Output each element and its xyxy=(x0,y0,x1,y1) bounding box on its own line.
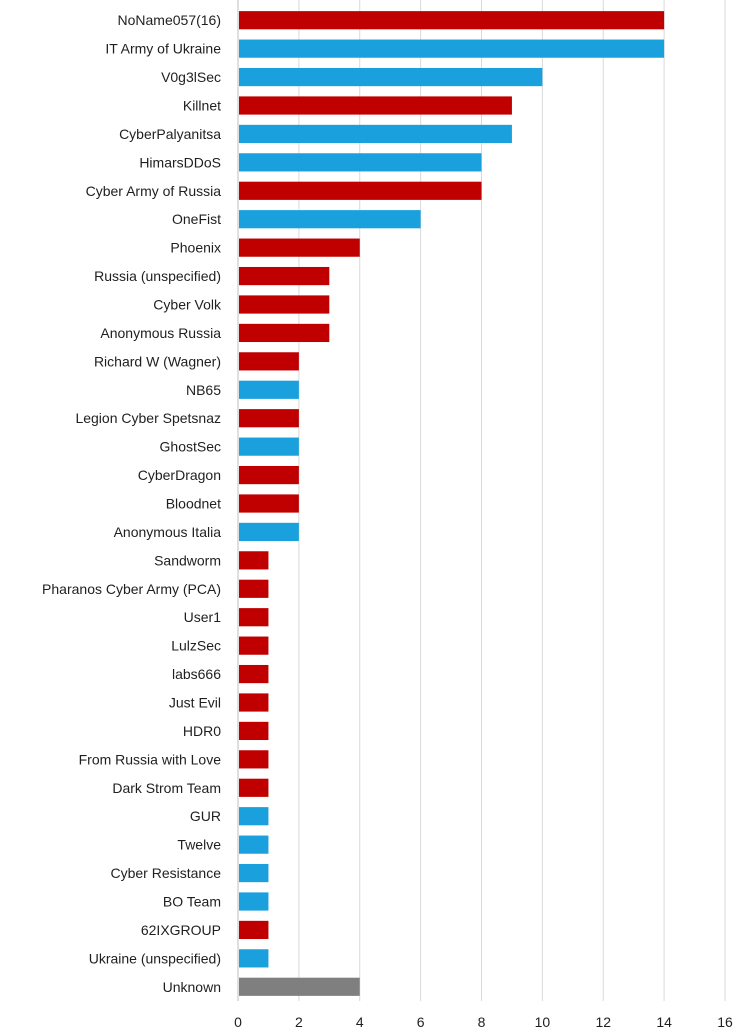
bar-bloodnet xyxy=(239,494,299,513)
category-label-labs666: labs666 xyxy=(172,666,221,682)
category-label-russia-unspecified: Russia (unspecified) xyxy=(94,268,221,284)
x-tick-label-4: 4 xyxy=(356,1014,364,1030)
category-label-legion-cyber-spetsnaz: Legion Cyber Spetsnaz xyxy=(75,410,221,426)
bar-cyber-army-of-russia xyxy=(239,181,482,200)
bar-russia-unspecified xyxy=(239,266,330,286)
bar-onefist xyxy=(239,210,421,229)
bar-hdr0 xyxy=(239,721,269,741)
category-label-cyber-volk: Cyber Volk xyxy=(153,297,222,313)
bar-unknown xyxy=(239,977,360,996)
category-label-cyber-resistance: Cyber Resistance xyxy=(111,865,222,881)
bar-twelve xyxy=(239,835,269,854)
bar-richard-w-wagner xyxy=(239,352,299,371)
bar-ghostsec xyxy=(239,437,299,456)
category-label-cyberdragon: CyberDragon xyxy=(138,467,221,483)
category-label-gur: GUR xyxy=(190,808,221,824)
category-label-richard-w-wagner: Richard W (Wagner) xyxy=(94,353,221,369)
category-label-onefist: OneFist xyxy=(172,211,221,227)
category-label-just-evil: Just Evil xyxy=(169,695,221,711)
bar-cyberpalyanitsa xyxy=(239,124,512,144)
bar-phoenix xyxy=(239,238,360,257)
category-label-62ixgroup: 62IXGROUP xyxy=(141,922,221,938)
bar-gur xyxy=(239,807,269,826)
x-tick-label-10: 10 xyxy=(535,1014,551,1030)
category-label-it-army-of-ukraine: IT Army of Ukraine xyxy=(105,41,221,57)
x-tick-label-12: 12 xyxy=(595,1014,611,1030)
bar-anonymous-italia xyxy=(239,522,299,542)
x-tick-labels: 0 2 4 6 8 10 12 14 16 xyxy=(234,1014,733,1030)
category-label-phoenix: Phoenix xyxy=(170,240,221,256)
category-label-twelve: Twelve xyxy=(177,837,221,853)
category-label-pharanos-cyber-army-pca: Pharanos Cyber Army (PCA) xyxy=(42,581,221,597)
category-label-sandworm: Sandworm xyxy=(154,552,221,568)
bar-v0g3lsec xyxy=(239,67,543,87)
category-label-himarsddos: HimarsDDoS xyxy=(139,154,221,170)
category-label-dark-strom-team: Dark Strom Team xyxy=(112,780,221,796)
bar-noname057-16 xyxy=(239,11,665,30)
category-label-anonymous-russia: Anonymous Russia xyxy=(100,325,221,341)
x-tick-label-6: 6 xyxy=(417,1014,425,1030)
category-label-user1: User1 xyxy=(184,609,222,625)
category-labels: NoName057(16) IT Army of Ukraine V0g3lSec K… xyxy=(42,12,222,995)
gridlines xyxy=(298,0,726,1001)
category-label-bo-team: BO Team xyxy=(163,894,221,910)
category-label-killnet: Killnet xyxy=(183,98,221,114)
bar-nb65 xyxy=(239,380,299,399)
bar-pharanos-cyber-army-pca xyxy=(239,579,269,598)
bar-just-evil xyxy=(239,693,269,712)
category-label-unknown: Unknown xyxy=(163,979,221,995)
bar-cyber-volk xyxy=(239,295,330,314)
bar-user1 xyxy=(239,608,269,627)
bar-it-army-of-ukraine xyxy=(239,39,665,58)
category-label-hdr0: HDR0 xyxy=(183,723,221,739)
category-label-anonymous-italia: Anonymous Italia xyxy=(114,524,222,540)
bars xyxy=(239,11,665,996)
x-tick-label-14: 14 xyxy=(656,1014,672,1030)
category-label-noname057-16: NoName057(16) xyxy=(118,12,222,28)
x-tick-label-2: 2 xyxy=(295,1014,303,1030)
bar-62ixgroup xyxy=(239,920,269,940)
bar-legion-cyber-spetsnaz xyxy=(239,409,299,428)
category-label-bloodnet: Bloodnet xyxy=(166,496,221,512)
category-label-ukraine-unspecified: Ukraine (unspecified) xyxy=(89,950,221,966)
x-tick-label-0: 0 xyxy=(234,1014,242,1030)
bar-lulzsec xyxy=(239,636,269,655)
category-label-lulzsec: LulzSec xyxy=(171,638,221,654)
bar-cyber-resistance xyxy=(239,863,269,883)
bar-dark-strom-team xyxy=(239,778,269,797)
bar-ukraine-unspecified xyxy=(239,949,269,968)
category-label-nb65: NB65 xyxy=(186,382,221,398)
bar-from-russia-with-love xyxy=(239,750,269,769)
bar-labs666 xyxy=(239,664,269,684)
x-tick-label-16: 16 xyxy=(717,1014,733,1030)
x-tick-label-8: 8 xyxy=(478,1014,486,1030)
bar-sandworm xyxy=(239,551,269,570)
bar-himarsddos xyxy=(239,153,482,172)
category-label-cyberpalyanitsa: CyberPalyanitsa xyxy=(119,126,221,142)
category-label-cyber-army-of-russia: Cyber Army of Russia xyxy=(86,183,222,199)
category-label-v0g3lsec: V0g3lSec xyxy=(161,69,221,85)
bar-bo-team xyxy=(239,892,269,911)
category-label-from-russia-with-love: From Russia with Love xyxy=(79,751,222,767)
category-label-ghostsec: GhostSec xyxy=(160,439,221,455)
bar-anonymous-russia xyxy=(239,323,330,343)
bar-killnet xyxy=(239,96,512,115)
bar-cyberdragon xyxy=(239,465,299,485)
